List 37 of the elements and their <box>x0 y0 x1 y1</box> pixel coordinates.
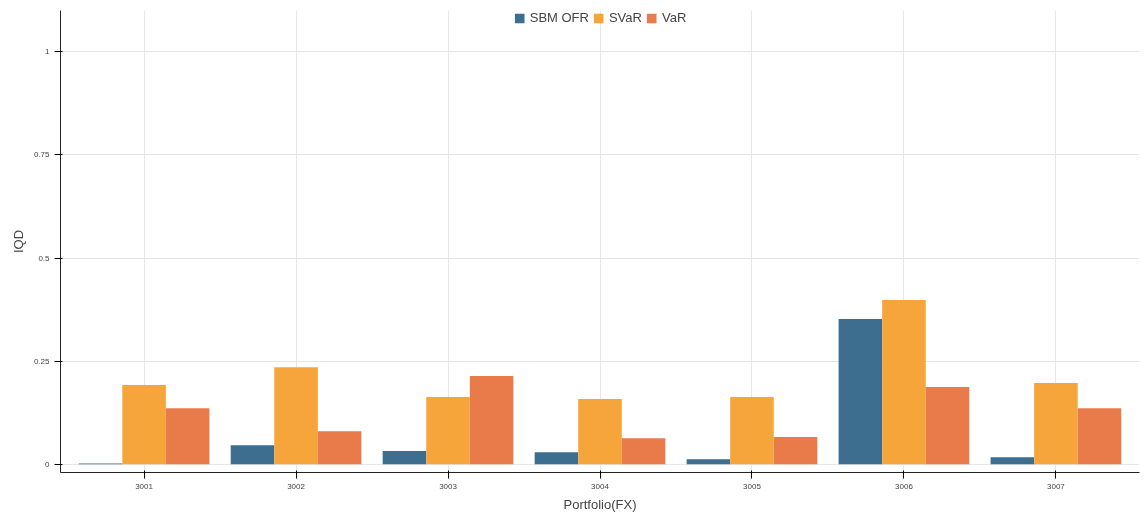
bar <box>230 445 275 465</box>
bar <box>317 431 362 465</box>
bar <box>382 451 427 465</box>
y-tick-label: 0.25 <box>33 356 51 366</box>
bar <box>621 438 666 465</box>
legend-label: SBM OFR <box>529 10 589 25</box>
bar <box>882 300 926 465</box>
bar <box>122 385 166 465</box>
bar <box>1034 382 1078 465</box>
x-tick-label: 3003 <box>439 481 458 491</box>
y-tick-label: 0.5 <box>38 253 51 263</box>
x-tick-label: 3002 <box>287 481 306 491</box>
bar <box>990 457 1035 465</box>
x-tick-label: 3001 <box>135 481 154 491</box>
y-tick-label: 0 <box>45 459 51 469</box>
bar <box>730 397 774 465</box>
x-tick-label: 3007 <box>1047 481 1066 491</box>
x-tick-label: 3006 <box>895 481 914 491</box>
bar <box>773 437 818 465</box>
y-axis-title: IQD <box>10 229 26 254</box>
bar <box>578 399 622 465</box>
bar <box>925 387 970 465</box>
y-tick-label: 0.75 <box>33 150 51 160</box>
bar <box>274 367 318 465</box>
bar <box>534 452 579 465</box>
bar <box>686 459 731 465</box>
legend-label: VaR <box>661 10 687 25</box>
bar <box>426 397 470 465</box>
bar <box>165 408 210 465</box>
x-tick-label: 3004 <box>591 481 610 491</box>
x-tick-label: 3005 <box>743 481 762 491</box>
legend-label: SVaR <box>608 10 642 25</box>
y-tick-label: 1 <box>45 47 51 57</box>
bar <box>838 319 883 465</box>
x-axis-title: Portfolio(FX) <box>563 496 637 512</box>
bar <box>469 375 514 465</box>
bar <box>1077 408 1122 465</box>
